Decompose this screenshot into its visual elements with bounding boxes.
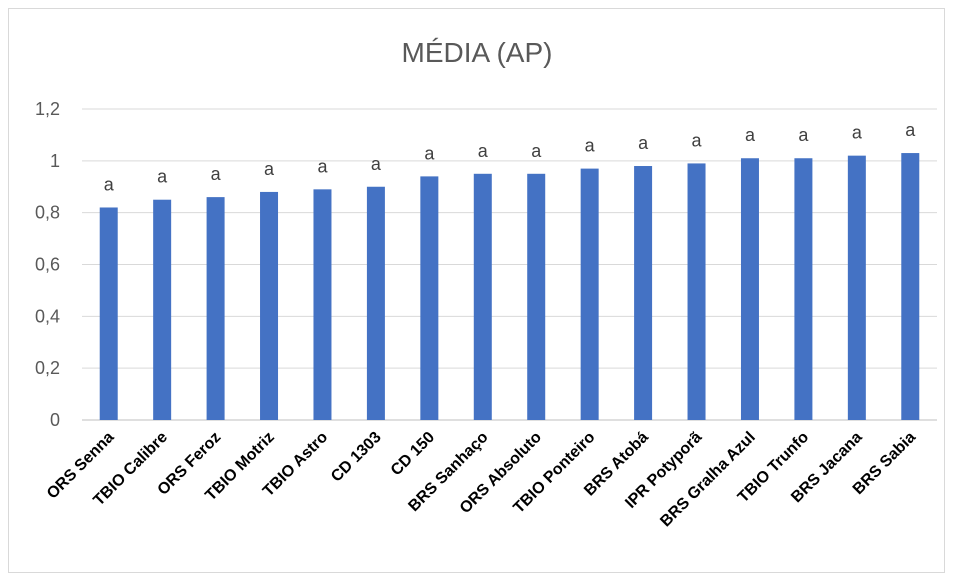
data-label: a	[478, 141, 489, 161]
x-tick-label: BRS Gralha Azul	[657, 429, 759, 531]
x-tick-label: CD 150	[388, 429, 438, 479]
data-label: a	[798, 125, 809, 145]
data-label: a	[531, 141, 542, 161]
bar	[634, 166, 653, 420]
y-tick-label: 0,4	[35, 306, 60, 326]
data-label: a	[371, 154, 382, 174]
data-label: a	[211, 164, 222, 184]
bar	[687, 163, 706, 421]
data-label: a	[424, 143, 435, 163]
data-label: a	[585, 136, 596, 156]
chart-title: MÉDIA (AP)	[402, 37, 553, 68]
bar	[527, 173, 546, 420]
data-labels: a a a a a a a a a a a a a a a a	[104, 120, 917, 194]
bar	[366, 186, 385, 420]
bar	[260, 191, 279, 420]
data-label: a	[264, 159, 275, 179]
data-label: a	[692, 130, 703, 150]
y-tick-label: 1,2	[35, 99, 60, 119]
data-label: a	[157, 167, 168, 187]
bars	[99, 153, 920, 421]
y-tick-label: 0,8	[35, 203, 60, 223]
y-tick-label: 0,2	[35, 358, 60, 378]
y-tick-label: 0	[50, 410, 60, 430]
x-tick-label: CD 1303	[328, 429, 385, 486]
data-label: a	[317, 156, 328, 176]
data-label: a	[852, 123, 863, 143]
bar	[420, 176, 439, 420]
bar	[99, 207, 118, 420]
bar	[901, 153, 920, 420]
bar	[313, 189, 332, 420]
data-label: a	[104, 174, 115, 194]
y-axis-ticks: 0 0,2 0,4 0,6 0,8 1 1,2	[35, 99, 60, 430]
bar	[473, 173, 492, 420]
bar	[206, 197, 225, 420]
data-label: a	[905, 120, 916, 140]
data-label: a	[745, 125, 756, 145]
bar	[580, 168, 599, 420]
y-tick-label: 0,6	[35, 255, 60, 275]
bar	[847, 155, 866, 420]
bar	[794, 158, 813, 420]
data-label: a	[638, 133, 649, 153]
bar	[740, 158, 759, 420]
bar	[153, 199, 172, 420]
y-tick-label: 1	[50, 151, 60, 171]
